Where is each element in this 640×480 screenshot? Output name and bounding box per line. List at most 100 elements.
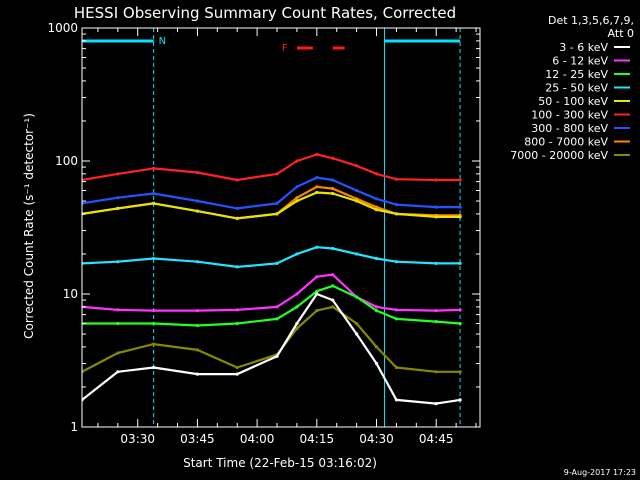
series-2-point-2 [152, 321, 156, 326]
series-3-point-13 [458, 261, 462, 265]
y-tick-label-3: 1000 [47, 21, 78, 35]
legend-label-4: 50 - 100 keV [538, 95, 608, 108]
series-8-point-11 [394, 365, 398, 370]
series-4-point-13 [458, 215, 462, 219]
series-4-point-2 [152, 201, 156, 205]
series-8-point-7 [315, 309, 319, 313]
series-4-point-7 [315, 190, 319, 195]
series-2-point-8 [331, 284, 335, 288]
series-5-point-9 [355, 164, 359, 168]
x-tick-label-4: 04:30 [359, 432, 394, 446]
series-5-point-4 [235, 178, 239, 182]
series-8-point-3 [195, 348, 199, 352]
series-1-point-13 [458, 308, 462, 312]
legend-label-7: 800 - 7000 keV [524, 136, 608, 149]
series-6-point-2 [152, 191, 156, 196]
series-0-point-2 [152, 365, 156, 370]
series-line-1 [82, 273, 461, 312]
x-tick-label-2: 04:00 [240, 432, 275, 446]
series-0-point-13 [458, 398, 462, 402]
series-8-point-13 [458, 370, 462, 374]
series-4-point-1 [116, 206, 120, 210]
series-3-point-7 [315, 245, 319, 249]
series-6-point-13 [458, 205, 462, 209]
chart-title: HESSI Observing Summary Count Rates, Cor… [74, 4, 456, 22]
series-5-point-8 [331, 156, 335, 160]
series-6-point-1 [116, 196, 120, 200]
series-line-2 [82, 284, 461, 327]
legend-label-8: 7000 - 20000 keV [510, 149, 608, 162]
legend-header-line2: Att 0 [608, 27, 634, 40]
series-3-point-12 [434, 261, 438, 265]
series-6-point-6 [295, 185, 299, 189]
series-1-point-6 [295, 292, 299, 296]
series-3-point-9 [355, 252, 359, 256]
series-7-point-7 [315, 185, 319, 189]
plot-frame [81, 27, 481, 428]
x-tick-label-3: 04:15 [300, 432, 335, 446]
series-line-3 [82, 246, 461, 268]
series-0-point-12 [434, 402, 438, 406]
series-5-point-6 [295, 159, 299, 163]
series-5-point-11 [394, 177, 398, 181]
series-6-point-12 [434, 205, 438, 209]
y-axis-label: Corrected Count Rate (s⁻¹ detector⁻¹) [22, 113, 36, 339]
series-8-point-2 [152, 342, 156, 346]
y-tick-label-0: 1 [70, 420, 78, 434]
plot-area: NF [82, 28, 462, 427]
series-6-point-8 [331, 178, 335, 182]
legend-label-5: 100 - 300 keV [531, 109, 608, 122]
series-line-8 [82, 305, 461, 373]
flare-flag-label: F [282, 43, 288, 54]
series-8-point-9 [355, 321, 359, 326]
footer-date: 9-Aug-2017 17:23 [564, 468, 636, 477]
series-4-point-6 [295, 199, 299, 203]
series-8-point-10 [374, 345, 379, 349]
series-5-point-10 [374, 172, 379, 176]
series-2-point-12 [434, 320, 438, 324]
series-3-point-11 [394, 260, 398, 264]
series-6-point-9 [355, 188, 359, 193]
series-1-point-10 [374, 305, 379, 309]
series-6-point-7 [315, 176, 319, 180]
series-0-point-8 [331, 298, 335, 302]
series-5-point-7 [315, 152, 319, 157]
plot-series-group [82, 28, 462, 427]
series-1-point-11 [394, 308, 398, 312]
legend-label-3: 25 - 50 keV [545, 82, 608, 95]
series-3-point-10 [374, 256, 379, 261]
series-2-point-3 [195, 323, 199, 328]
series-4-point-8 [331, 191, 335, 196]
legend-label-1: 6 - 12 keV [552, 55, 608, 68]
series-8-point-12 [434, 370, 438, 374]
series-4-point-3 [195, 209, 199, 213]
series-6-point-11 [394, 203, 398, 207]
series-3-point-5 [275, 261, 279, 265]
x-tick-label-5: 04:45 [419, 432, 454, 446]
x-tick-label-1: 03:45 [180, 432, 215, 446]
y-tick-label-1: 10 [63, 287, 78, 301]
series-2-point-7 [315, 289, 319, 293]
series-line-6 [82, 176, 461, 210]
series-3-point-6 [295, 252, 299, 256]
series-0-point-6 [295, 321, 299, 326]
series-8-point-1 [116, 351, 120, 355]
series-4-point-4 [235, 216, 239, 220]
series-2-point-4 [235, 321, 239, 326]
series-5-point-5 [275, 172, 279, 176]
series-2-point-9 [355, 295, 359, 299]
series-2-point-1 [116, 321, 120, 326]
series-0-point-5 [275, 354, 279, 358]
series-6-point-4 [235, 206, 239, 210]
series-0-point-1 [116, 370, 120, 374]
axes: 03:30 03:45 04:00 04:15 04:30 04:45 1 10 100 1000 [47, 21, 481, 446]
series-0-point-9 [355, 332, 359, 336]
night-flag-label: N [159, 36, 166, 47]
series-3-point-4 [235, 265, 239, 269]
series-4-point-5 [275, 212, 279, 216]
series-5-point-1 [116, 172, 120, 176]
series-4-point-9 [355, 199, 359, 203]
series-5-point-12 [434, 178, 438, 182]
